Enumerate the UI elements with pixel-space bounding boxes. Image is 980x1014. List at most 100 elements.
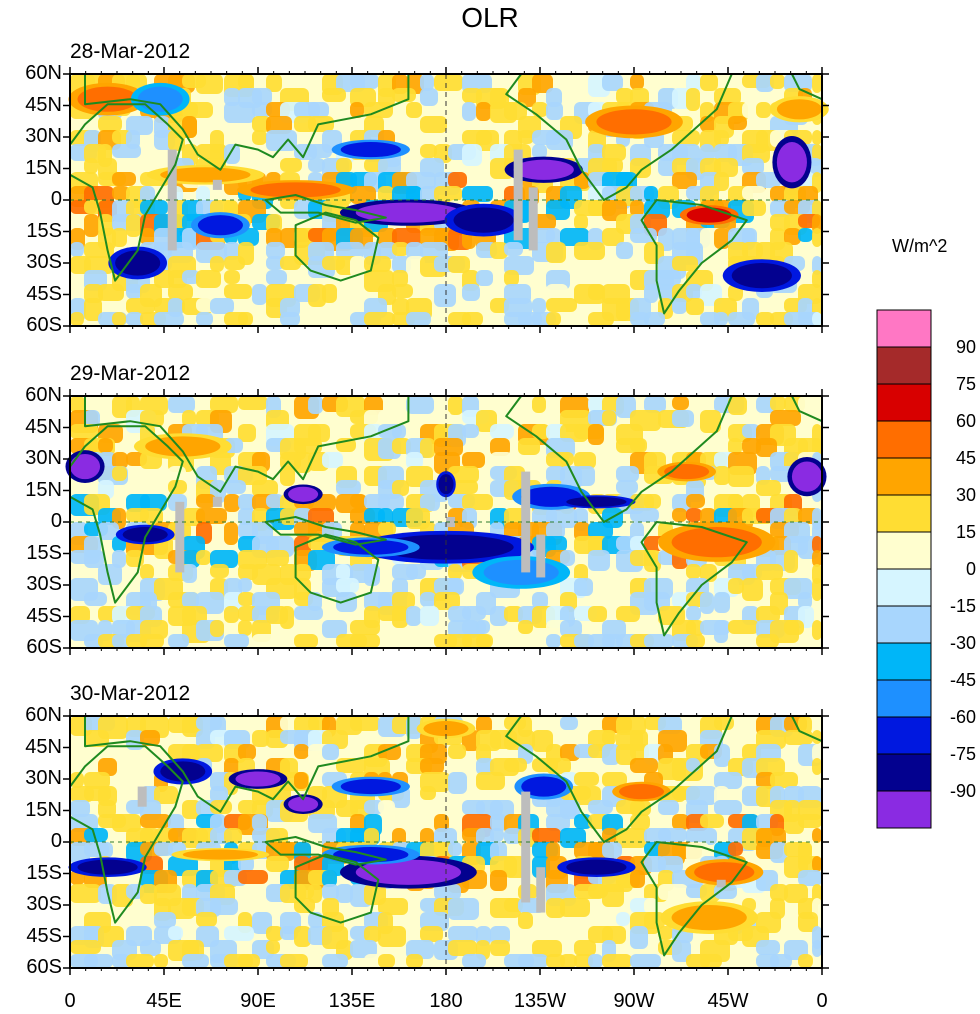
olr-anomaly-cell	[588, 522, 613, 539]
olr-anomaly-cell	[406, 716, 422, 739]
missing-data-strip	[536, 867, 546, 913]
olr-anomaly-cell	[238, 312, 253, 326]
colorbar-label: 45	[955, 448, 976, 468]
olr-anomaly-cell	[196, 744, 223, 762]
olr-anomaly-cell	[532, 828, 561, 843]
olr-anomaly-cell	[518, 130, 534, 144]
olr-anomaly-cell	[560, 954, 577, 968]
olr-anomaly-cell	[322, 452, 343, 468]
olr-anomaly-cell	[140, 856, 163, 874]
olr-anomaly-cell	[588, 396, 604, 412]
olr-anomaly-cell	[798, 912, 818, 932]
olr-anomaly-cell	[686, 620, 704, 636]
olr-anomaly-cell	[322, 88, 346, 102]
olr-anomaly-cell	[532, 74, 553, 93]
colorbar-label: 90	[955, 337, 976, 357]
olr-anomaly-cell	[686, 758, 700, 772]
olr-anomaly-cell	[602, 228, 624, 246]
olr-anomaly-cell	[420, 116, 447, 133]
coastline	[264, 194, 387, 224]
olr-anomaly-cell	[798, 592, 812, 609]
olr-anomaly-core	[288, 796, 319, 812]
olr-anomaly-cell	[770, 884, 788, 901]
olr-anomaly-cell	[672, 508, 687, 522]
olr-anomaly-cell	[686, 508, 702, 522]
lat-label: 60S	[26, 314, 62, 336]
olr-anomaly-cell	[630, 758, 658, 773]
olr-anomaly-cell	[672, 814, 689, 830]
olr-anomaly-cell	[728, 620, 759, 634]
olr-anomaly-cell	[392, 270, 408, 287]
missing-data-strip	[167, 149, 177, 251]
olr-anomaly-cell	[378, 800, 395, 814]
olr-anomaly-cell	[448, 578, 464, 595]
olr-anomaly-cell	[336, 592, 357, 612]
panel-3-date: 30-Mar-2012	[70, 682, 191, 705]
coastline	[505, 73, 733, 201]
olr-anomaly-cell	[518, 438, 540, 455]
olr-anomaly-core	[776, 99, 822, 120]
olr-anomaly-core	[671, 527, 762, 558]
olr-anomaly-cell	[532, 424, 550, 439]
olr-anomaly-cell	[630, 74, 644, 90]
lat-label: 45N	[25, 93, 62, 116]
olr-anomaly-cell	[812, 74, 822, 93]
olr-anomaly-cell	[686, 828, 717, 845]
olr-anomaly-cell	[196, 74, 223, 94]
olr-anomaly-cell	[434, 438, 463, 456]
lon-label-90w: 90W	[613, 990, 655, 1012]
olr-anomaly-cell	[112, 550, 126, 568]
olr-anomaly-cell	[546, 228, 561, 244]
olr-anomaly-cell	[588, 954, 603, 968]
olr-anomaly-cell	[504, 856, 526, 878]
olr-anomaly-cell	[812, 578, 822, 601]
olr-anomaly-cell	[112, 954, 130, 968]
lon-label-0: 0	[64, 990, 76, 1012]
colorbar-label: -15	[949, 596, 976, 616]
olr-anomaly-cell	[350, 940, 377, 958]
olr-anomaly-cell	[294, 772, 308, 789]
olr-anomaly-cell	[602, 884, 624, 907]
olr-anomaly-cell	[770, 74, 785, 89]
olr-anomaly-cell	[742, 158, 764, 175]
olr-anomaly-core	[776, 142, 807, 183]
missing-data-strip	[521, 791, 531, 903]
olr-anomaly-cell	[140, 494, 167, 511]
olr-anomaly-cell	[532, 144, 547, 159]
olr-anomaly-cell	[238, 74, 254, 89]
olr-anomaly-cell	[280, 926, 298, 940]
olr-anomaly-cell	[462, 144, 482, 166]
olr-anomaly-cell	[364, 312, 395, 326]
olr-anomaly-cell	[490, 814, 507, 831]
olr-anomaly-cell	[196, 312, 213, 326]
olr-anomaly-cell	[560, 550, 575, 566]
olr-anomaly-cell	[448, 172, 467, 188]
olr-anomaly-core	[671, 905, 747, 931]
olr-anomaly-cell	[196, 270, 221, 288]
olr-anomaly-cell	[812, 228, 822, 247]
olr-anomaly-cell	[686, 564, 701, 579]
olr-anomaly-cell	[70, 606, 90, 624]
colorbar-label: 60	[955, 411, 976, 431]
olr-anomaly-cell	[224, 926, 254, 941]
olr-anomaly-cell	[70, 772, 84, 788]
olr-anomaly-cell	[616, 242, 633, 259]
coastline	[294, 533, 380, 604]
olr-anomaly-cell	[434, 186, 462, 202]
olr-anomaly-cell	[308, 284, 326, 307]
colorbar-label: 30	[955, 485, 976, 505]
olr-anomaly-cell	[154, 786, 178, 804]
olr-anomaly-cell	[98, 564, 122, 585]
olr-anomaly-cell	[700, 954, 722, 968]
olr-anomaly-cell	[224, 606, 239, 623]
olr-anomaly-cell	[672, 298, 687, 314]
lat-label: 15N	[25, 156, 62, 179]
olr-anomaly-cell	[602, 954, 632, 968]
olr-anomaly-cell	[406, 396, 434, 414]
olr-anomaly-cell	[574, 242, 605, 260]
olr-anomaly-cell	[266, 256, 284, 270]
olr-anomaly-cell	[574, 578, 593, 596]
olr-anomaly-cell	[280, 606, 294, 629]
missing-data-strip	[137, 786, 147, 807]
lat-label: 30S	[26, 893, 62, 915]
